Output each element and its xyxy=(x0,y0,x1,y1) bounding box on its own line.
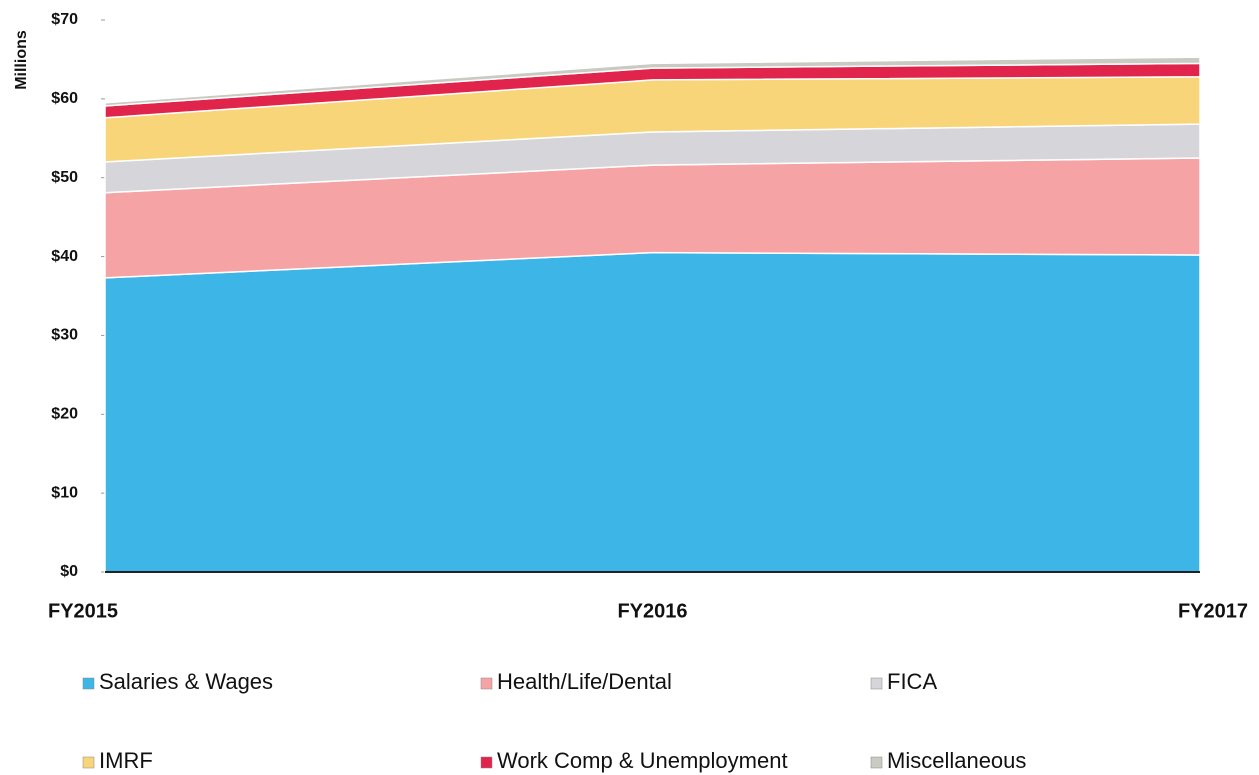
legend-swatch xyxy=(480,756,493,769)
y-tick-label: $40 xyxy=(51,248,78,265)
legend-label: Miscellaneous xyxy=(887,748,1026,773)
x-tick-label: FY2015 xyxy=(48,600,118,622)
y-tick-label: $50 xyxy=(51,169,78,186)
y-tick-label: $60 xyxy=(51,90,78,107)
y-tick-label: $20 xyxy=(51,406,78,423)
x-tick-label: FY2016 xyxy=(617,600,687,622)
legend-label: FICA xyxy=(887,669,937,694)
legend-label: Work Comp & Unemployment xyxy=(497,748,788,773)
y-tick-label: $30 xyxy=(51,327,78,344)
y-axis-label: Millions xyxy=(13,30,30,90)
legend-swatch xyxy=(870,677,883,690)
area xyxy=(104,251,1201,573)
legend-swatch xyxy=(480,677,493,690)
legend-label: IMRF xyxy=(99,748,153,773)
y-tick-label: $10 xyxy=(51,484,78,501)
legend-swatch xyxy=(82,756,95,769)
area xyxy=(104,56,1201,107)
legend-swatch xyxy=(82,677,95,690)
legend-swatch xyxy=(870,756,883,769)
x-tick-label: FY2017 xyxy=(1178,600,1248,622)
y-tick-label: $70 xyxy=(51,11,78,28)
y-tick-label: $0 xyxy=(60,563,78,580)
legend-label: Health/Life/Dental xyxy=(497,669,672,694)
legend-label: Salaries & Wages xyxy=(99,669,273,694)
